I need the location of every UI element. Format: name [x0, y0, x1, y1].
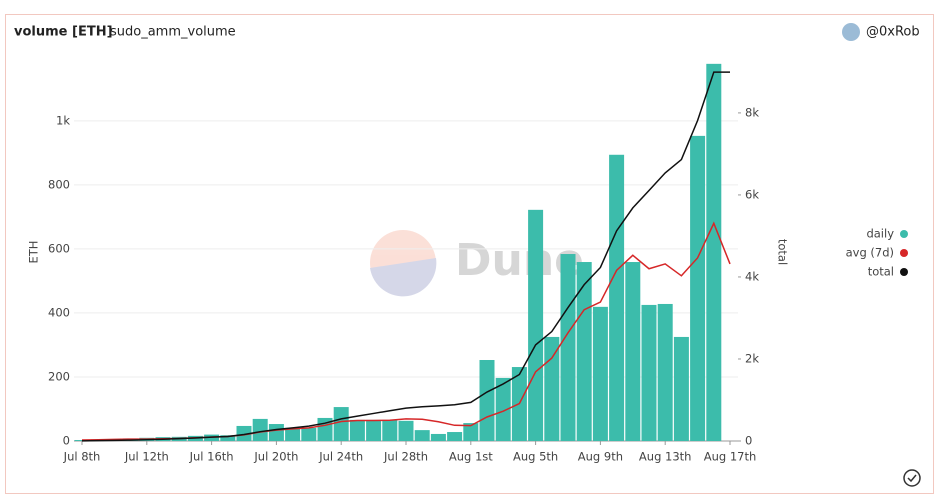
y-tick-label: 200: [48, 369, 70, 383]
legend-label: total: [868, 265, 894, 279]
y-tick-label: 800: [48, 177, 70, 191]
y-axis-label: ETH: [27, 241, 41, 264]
y2-axis-label: total: [776, 239, 790, 265]
bar: [220, 435, 236, 441]
legend-label: daily: [866, 227, 894, 241]
author[interactable]: @0xRob: [866, 25, 920, 40]
bar: [609, 154, 625, 441]
bar: [301, 427, 317, 441]
bar: [349, 419, 365, 441]
legend-marker: [900, 230, 908, 238]
x-tick-label: Jul 8th: [63, 450, 101, 464]
x-tick-label: Jul 12th: [124, 450, 169, 464]
x-tick-label: Jul 24th: [318, 450, 363, 464]
bar: [479, 359, 495, 441]
bar: [592, 306, 608, 441]
y2-tick-label: 8k: [745, 105, 759, 119]
chart-title: volume [ETH]: [14, 25, 113, 40]
bar: [495, 377, 511, 441]
bar: [673, 336, 689, 441]
x-tick-label: Aug 5th: [513, 450, 558, 464]
bar: [560, 254, 576, 441]
check-icon[interactable]: [903, 469, 921, 487]
watermark-logo: [370, 230, 437, 297]
bar: [382, 419, 398, 441]
bar: [447, 432, 463, 441]
bar: [430, 433, 446, 441]
card-border: [5, 14, 934, 494]
bar: [252, 418, 268, 441]
query-name: sudo_amm_volume: [110, 25, 236, 40]
bar: [366, 419, 382, 441]
bar: [528, 209, 544, 441]
legend-marker: [900, 249, 908, 257]
y-tick-label: 0: [63, 434, 70, 448]
bar: [576, 262, 592, 441]
y2-tick-label: 6k: [745, 187, 759, 201]
bar: [641, 304, 657, 441]
y-tick-label: 1k: [56, 113, 70, 127]
x-tick-label: Jul 28th: [383, 450, 428, 464]
y2-tick-label: 0: [745, 434, 752, 448]
avatar[interactable]: [842, 23, 860, 41]
bar: [463, 423, 479, 441]
y2-tick-label: 2k: [745, 351, 759, 365]
bar: [625, 262, 641, 441]
y2-tick-label: 4k: [745, 269, 759, 283]
bar: [544, 336, 560, 441]
bar: [398, 420, 414, 441]
y-tick-label: 600: [48, 241, 70, 255]
bar: [333, 407, 349, 441]
x-tick-label: Aug 1st: [449, 450, 493, 464]
bar: [706, 63, 722, 442]
bar: [414, 430, 430, 441]
bar: [285, 427, 301, 441]
bar: [268, 424, 284, 441]
x-tick-label: Aug 13th: [639, 450, 692, 464]
bar: [657, 303, 673, 441]
legend-label: avg (7d): [846, 246, 894, 260]
bar: [236, 425, 252, 441]
x-tick-label: Aug 17th: [704, 450, 757, 464]
line-series: [81, 71, 730, 442]
x-tick-label: Jul 16th: [189, 450, 234, 464]
bar: [690, 135, 706, 442]
y-tick-label: 400: [48, 305, 70, 319]
x-tick-label: Aug 9th: [578, 450, 623, 464]
legend-marker: [900, 268, 908, 276]
x-tick-label: Jul 20th: [253, 450, 298, 464]
